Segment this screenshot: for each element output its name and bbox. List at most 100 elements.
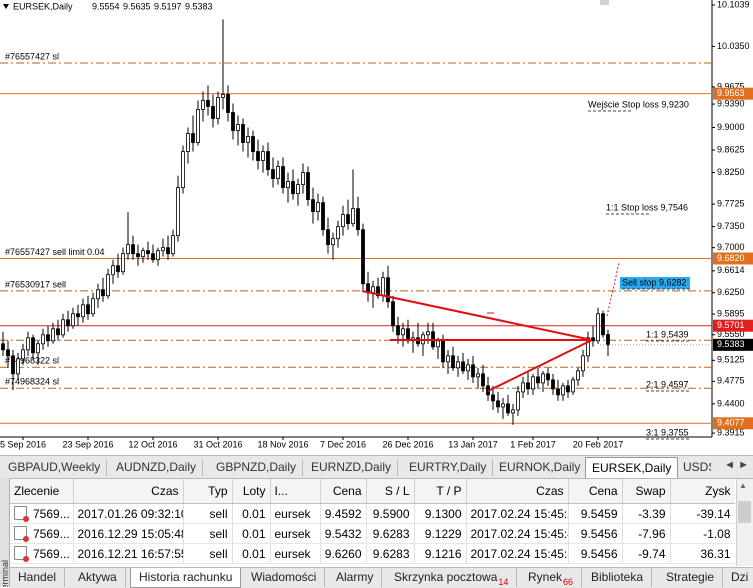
table-cell: 9.1300 bbox=[414, 503, 467, 524]
header-value: 9.5554 bbox=[92, 1, 120, 11]
table-cell: 2017.02.24 15:45:51 bbox=[466, 543, 569, 564]
terminal-tab[interactable]: Skrzynka pocztowa14 bbox=[386, 568, 518, 587]
candle-body bbox=[151, 253, 155, 261]
table-row[interactable]: 7569... 2016.12.21 16:57:55 sell 0.01 eursek… bbox=[10, 543, 735, 564]
candle-body bbox=[166, 247, 170, 255]
table-cell: 9.6283 bbox=[366, 523, 415, 544]
cell-text: 36.31 bbox=[700, 546, 731, 561]
terminal-tab[interactable]: Handel bbox=[10, 568, 66, 587]
symbol-tab[interactable]: EURNOK,Daily bbox=[493, 459, 588, 476]
terminal-tab[interactable]: Biblioteka bbox=[583, 568, 653, 587]
column-header[interactable]: Czas bbox=[73, 479, 184, 504]
symbol-tab[interactable]: EURSEK,Daily bbox=[585, 457, 679, 478]
symbol-tab[interactable]: EURNZD,Daily bbox=[305, 459, 399, 476]
candle-body bbox=[566, 385, 570, 393]
table-row[interactable]: 7569... 2017.01.26 09:32:10 sell 0.01 eursek… bbox=[10, 503, 735, 524]
cell-text: 9.5456 bbox=[580, 546, 618, 561]
trend-line bbox=[487, 339, 593, 392]
column-header[interactable]: Zysk bbox=[670, 479, 735, 504]
candle-body bbox=[586, 337, 590, 357]
candle-body bbox=[336, 226, 340, 240]
candle-body bbox=[531, 376, 535, 390]
candle-body bbox=[481, 373, 485, 387]
plot-area: 10.1039 10.0350 9.9675 9.9390 9.9000 9.8625 9.… bbox=[0, 0, 753, 449]
column-header[interactable]: Cena bbox=[320, 479, 367, 504]
x-tick-label: 26 Dec 2016 bbox=[382, 439, 433, 449]
cell-text: 7569... bbox=[33, 527, 70, 541]
candle-body bbox=[46, 334, 50, 342]
column-header[interactable]: I... bbox=[270, 479, 321, 504]
cell-text: -7.96 bbox=[638, 526, 666, 541]
tab-badge: 66 bbox=[563, 577, 574, 587]
candle-body bbox=[556, 388, 560, 396]
terminal-tab[interactable]: Strategie bbox=[658, 568, 724, 587]
candle-body bbox=[56, 328, 60, 336]
candle-body bbox=[101, 289, 105, 297]
symbol-tab[interactable]: GBPNZD,Daily bbox=[210, 459, 304, 476]
y-tick-label: 9.8250 bbox=[717, 167, 745, 177]
scrollbar[interactable]: ▲ bbox=[736, 479, 753, 566]
scroll-thumb[interactable] bbox=[738, 501, 751, 523]
terminal-tab[interactable]: Wiadomości bbox=[243, 568, 326, 587]
table-cell: eursek bbox=[270, 523, 321, 544]
candle-body bbox=[246, 136, 250, 143]
cell-text: eursek bbox=[274, 526, 311, 541]
column-header[interactable]: Czas bbox=[466, 479, 569, 504]
symbol-tabs: ◄ ► GBPAUD,Weekly AUDNZD,Daily GBPNZD,Dail… bbox=[0, 455, 753, 479]
candle-body bbox=[141, 250, 145, 258]
level-label: #76557427 sl bbox=[5, 51, 59, 61]
table-cell: -3.39 bbox=[622, 503, 671, 524]
column-header[interactable]: Typ bbox=[183, 479, 233, 504]
price-box bbox=[713, 87, 753, 100]
candle-body bbox=[6, 349, 10, 357]
column-header[interactable]: Cena bbox=[568, 479, 623, 504]
candle-body bbox=[466, 364, 470, 372]
y-tick-label: 9.3915 bbox=[717, 427, 745, 437]
symbol-tab[interactable]: GBPAUD,Weekly bbox=[2, 459, 108, 476]
price-box-label: 9.6820 bbox=[717, 253, 745, 263]
terminal-tab[interactable]: Aktywa bbox=[70, 568, 126, 587]
terminal-tab[interactable]: Dzi bbox=[723, 568, 753, 587]
terminal-tab[interactable]: Historia rachunku bbox=[130, 568, 242, 588]
candle-body bbox=[526, 382, 530, 390]
column-header[interactable]: Zlecenie bbox=[10, 479, 74, 504]
column-header[interactable]: T / P bbox=[414, 479, 467, 504]
cell-text: 0.01 bbox=[242, 526, 266, 541]
price-box-label: 9.9563 bbox=[717, 88, 745, 98]
cell-text: 9.6283 bbox=[372, 546, 410, 561]
table-cell: 2017.02.24 15:45:26 bbox=[466, 503, 569, 524]
tab-label: Aktywa bbox=[78, 570, 117, 584]
window-control[interactable] bbox=[600, 0, 609, 5]
header-values: 9.5554 9.5635 9.5197 9.5383 bbox=[92, 1, 213, 11]
terminal-tab[interactable]: Alarmy bbox=[328, 568, 383, 587]
y-tick-label: 9.6250 bbox=[717, 287, 745, 297]
candle-body bbox=[96, 289, 100, 300]
table-cell: -1.08 bbox=[670, 523, 735, 544]
symbol-tab[interactable]: EURTRY,Daily bbox=[403, 459, 494, 476]
cell-text: 7569... bbox=[33, 547, 70, 561]
x-tick-label: 23 Sep 2016 bbox=[62, 439, 113, 449]
symbol-tab[interactable]: AUDNZD,Daily bbox=[110, 459, 204, 476]
candle-body bbox=[491, 394, 495, 402]
y-tick-label: 9.7000 bbox=[717, 242, 745, 252]
cell-text: 9.5456 bbox=[580, 526, 618, 541]
tab-scroll-arrows[interactable]: ◄ ► bbox=[724, 459, 749, 471]
scroll-up[interactable]: ▲ bbox=[739, 481, 747, 490]
column-header[interactable]: S / L bbox=[366, 479, 415, 504]
annotation: 3:1 9,3755 bbox=[646, 427, 689, 437]
candle-body bbox=[461, 361, 465, 372]
candle-body bbox=[296, 184, 300, 194]
candle-body bbox=[76, 313, 80, 318]
table-cell: 2017.02.24 15:45:41 bbox=[466, 523, 569, 544]
column-header[interactable]: Swap bbox=[622, 479, 671, 504]
annotation: 1:1 9,5439 bbox=[646, 329, 689, 339]
terminal-tab[interactable]: Rynek66 bbox=[520, 568, 583, 587]
candle-body bbox=[276, 166, 280, 179]
table-row[interactable]: 7569... 2016.12.29 15:05:48 sell 0.01 eursek… bbox=[10, 523, 735, 544]
table-body: 7569... 2017.01.26 09:32:10 sell 0.01 eursek… bbox=[10, 503, 735, 564]
table-cell: sell bbox=[183, 543, 233, 564]
symbol-tab[interactable]: USDS bbox=[683, 460, 711, 474]
column-header[interactable]: Loty bbox=[232, 479, 271, 504]
cell-text: 2017.02.24 15:45:41 bbox=[470, 526, 568, 541]
table-cell: -7.96 bbox=[622, 523, 671, 544]
